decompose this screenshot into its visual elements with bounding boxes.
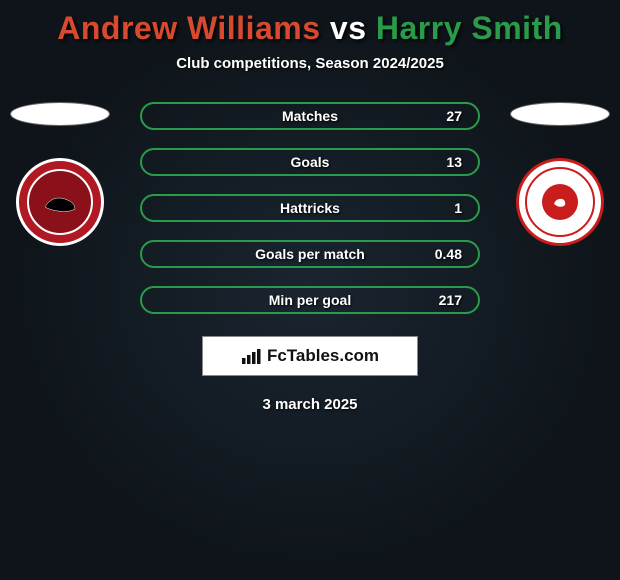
club1-badge-inner [27, 169, 93, 235]
stat-right-value: 1 [412, 200, 462, 216]
stat-label: Matches [208, 108, 412, 124]
brand-logo: FcTables.com [202, 336, 418, 376]
stat-row: Min per goal217 [140, 286, 480, 314]
stat-label: Min per goal [208, 292, 412, 308]
player2-column [500, 102, 620, 246]
stat-label: Hattricks [208, 200, 412, 216]
player1-column [0, 102, 120, 246]
stat-row: Matches27 [140, 102, 480, 130]
stats-table: Matches27 Goals13 Hattricks1 Goals per matc… [140, 102, 480, 314]
player1-name: Andrew Williams [57, 10, 320, 46]
brand-text: FcTables.com [267, 346, 379, 366]
stat-label: Goals [208, 154, 412, 170]
subtitle: Club competitions, Season 2024/2025 [0, 55, 620, 72]
club2-badge [516, 158, 604, 246]
stat-row: Goals per match0.48 [140, 240, 480, 268]
player2-photo-placeholder [510, 102, 610, 126]
stat-row: Goals13 [140, 148, 480, 176]
chart-icon [241, 347, 263, 365]
stat-label: Goals per match [208, 246, 412, 262]
page-title: Andrew Williams vs Harry Smith [0, 0, 620, 47]
vs-text: vs [330, 10, 367, 46]
stat-row: Hattricks1 [140, 194, 480, 222]
player2-name: Harry Smith [376, 10, 563, 46]
stat-right-value: 27 [412, 108, 462, 124]
player1-photo-placeholder [10, 102, 110, 126]
stat-right-value: 0.48 [412, 246, 462, 262]
date-label: 3 march 2025 [0, 396, 620, 413]
club1-badge [16, 158, 104, 246]
stat-right-value: 217 [412, 292, 462, 308]
club2-badge-ring [525, 167, 595, 237]
swift-icon [40, 187, 80, 217]
comparison-content: Matches27 Goals13 Hattricks1 Goals per matc… [0, 102, 620, 314]
stat-right-value: 13 [412, 154, 462, 170]
